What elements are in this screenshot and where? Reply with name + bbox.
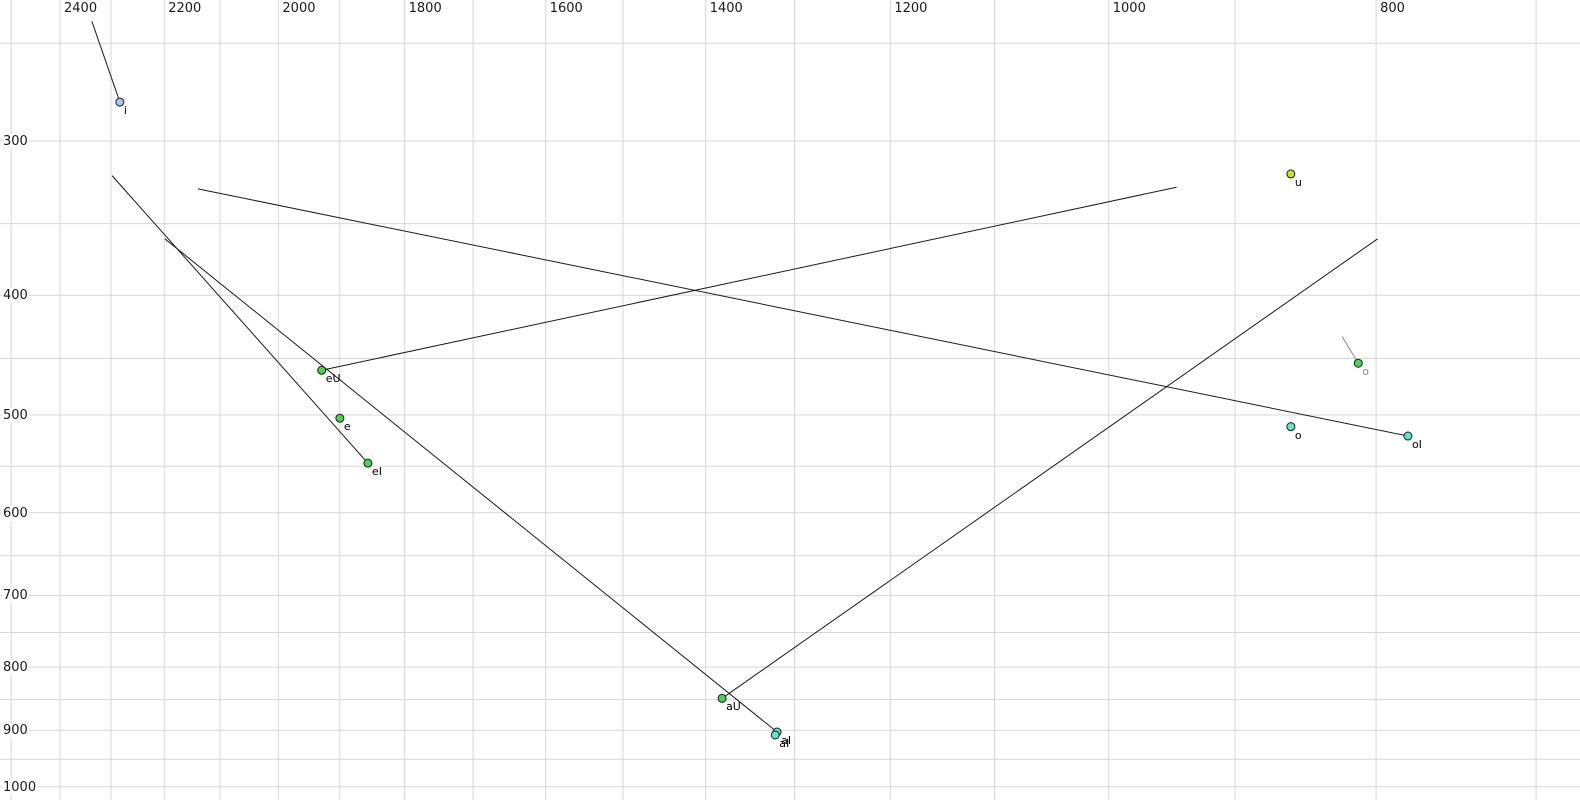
eI-glide-trajectory-line bbox=[111, 175, 369, 464]
x-tick-label: 1800 bbox=[407, 1, 443, 16]
y-tick-label: 1000 bbox=[2, 779, 38, 795]
point-label-aI: aI bbox=[781, 734, 792, 748]
data-point-aU bbox=[717, 693, 727, 703]
point-label-e: e bbox=[343, 420, 351, 434]
x-tick-label: 1400 bbox=[708, 1, 744, 16]
aU-glide-trajectory-line bbox=[721, 238, 1378, 699]
point-label-u: u bbox=[1294, 175, 1302, 189]
data-point-o bbox=[1353, 358, 1363, 368]
y-tick-label: 300 bbox=[2, 134, 29, 149]
i-glide-trajectory-line bbox=[91, 21, 121, 103]
x-tick-label: 800 bbox=[1379, 1, 1406, 16]
point-label-oI: oI bbox=[1411, 438, 1422, 452]
data-point-aI bbox=[770, 730, 780, 740]
aI-glide-trajectory-line bbox=[164, 238, 778, 733]
y-tick-label: 900 bbox=[2, 723, 29, 739]
data-point-u bbox=[1286, 169, 1296, 179]
x-tick-label: 2200 bbox=[167, 1, 203, 16]
eU-glide-trajectory-line bbox=[321, 186, 1177, 371]
x-tick-label: 2400 bbox=[63, 1, 99, 16]
x-tick-label: 2000 bbox=[281, 1, 317, 16]
data-point-eU bbox=[317, 365, 327, 375]
y-tick-label: 700 bbox=[2, 588, 29, 604]
point-label-eI: eI bbox=[371, 465, 382, 479]
point-label-eU: eU bbox=[325, 372, 341, 386]
point-label-i: i bbox=[123, 104, 127, 118]
y-tick-label: 400 bbox=[2, 288, 29, 304]
point-label-aU: aU bbox=[726, 700, 741, 714]
data-point-e bbox=[335, 413, 345, 423]
x-tick-label: 1600 bbox=[548, 1, 584, 16]
x-tick-label: 1200 bbox=[893, 1, 929, 16]
y-tick-label: 600 bbox=[2, 505, 29, 521]
point-label-aI: aI bbox=[779, 736, 790, 750]
y-tick-label: 800 bbox=[2, 660, 29, 676]
data-point-eI bbox=[363, 458, 373, 468]
data-point-i bbox=[115, 97, 125, 107]
point-label-o: o bbox=[1294, 428, 1302, 442]
o-glide-trajectory-line bbox=[1341, 336, 1359, 364]
data-point-oI bbox=[1403, 431, 1413, 441]
data-point-o bbox=[1286, 422, 1296, 432]
point-label-o: o bbox=[1362, 365, 1369, 379]
oI-glide-trajectory-line bbox=[197, 188, 1409, 437]
x-tick-label: 1000 bbox=[1111, 1, 1147, 16]
y-tick-label: 500 bbox=[2, 407, 29, 423]
